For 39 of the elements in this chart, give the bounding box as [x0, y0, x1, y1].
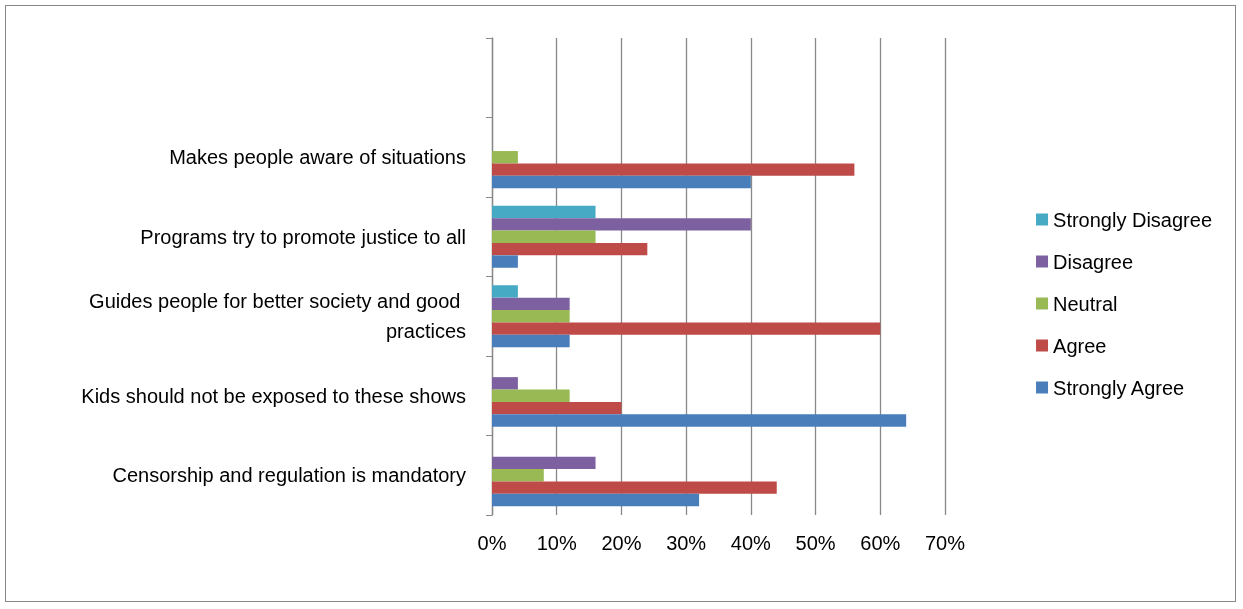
legend-label: Agree: [1053, 334, 1107, 357]
bar: [492, 310, 570, 323]
bar: [492, 401, 622, 415]
x-tick-label: 30%: [666, 532, 707, 554]
x-tick-label: 70%: [924, 532, 966, 554]
x-tick-label: 40%: [730, 532, 772, 554]
y-tick-label: Censorship and regulation is mandatory: [112, 464, 466, 487]
bar: [492, 175, 751, 189]
bar: [492, 481, 777, 494]
legend-label: Neutral: [1053, 292, 1118, 315]
bar: [492, 456, 596, 470]
bar: [492, 163, 855, 176]
x-tick-label: 0%: [477, 532, 507, 554]
bar: [492, 285, 518, 298]
bar: [492, 230, 596, 243]
x-tick-label: 20%: [601, 532, 642, 554]
legend-label: Strongly Agree: [1053, 376, 1185, 399]
bar: [492, 255, 518, 268]
bar: [492, 205, 596, 219]
legend-label: Strongly Disagree: [1053, 208, 1212, 231]
bar: [492, 389, 570, 402]
legend-label: Disagree: [1053, 250, 1134, 273]
x-tick-label: 50%: [795, 532, 836, 554]
y-tick-label: Makes people aware of situations: [169, 146, 466, 169]
bar: [492, 377, 518, 390]
bar: [492, 218, 751, 231]
x-tick-label: 10%: [536, 532, 577, 554]
bar: [492, 322, 881, 335]
bar: [492, 297, 570, 311]
bar: [492, 151, 518, 164]
bar: [492, 469, 544, 482]
bar: [492, 414, 907, 427]
x-tick-label: 60%: [860, 532, 901, 554]
y-tick-label: Kids should not be exposed to these shows: [81, 384, 466, 407]
bar: [492, 242, 648, 256]
y-tick-label: Programs try to promote justice to all: [140, 225, 466, 248]
y-tick-label: Guides people for better society and good practices: [89, 290, 466, 343]
bar: [492, 334, 570, 348]
bar: [492, 493, 700, 507]
